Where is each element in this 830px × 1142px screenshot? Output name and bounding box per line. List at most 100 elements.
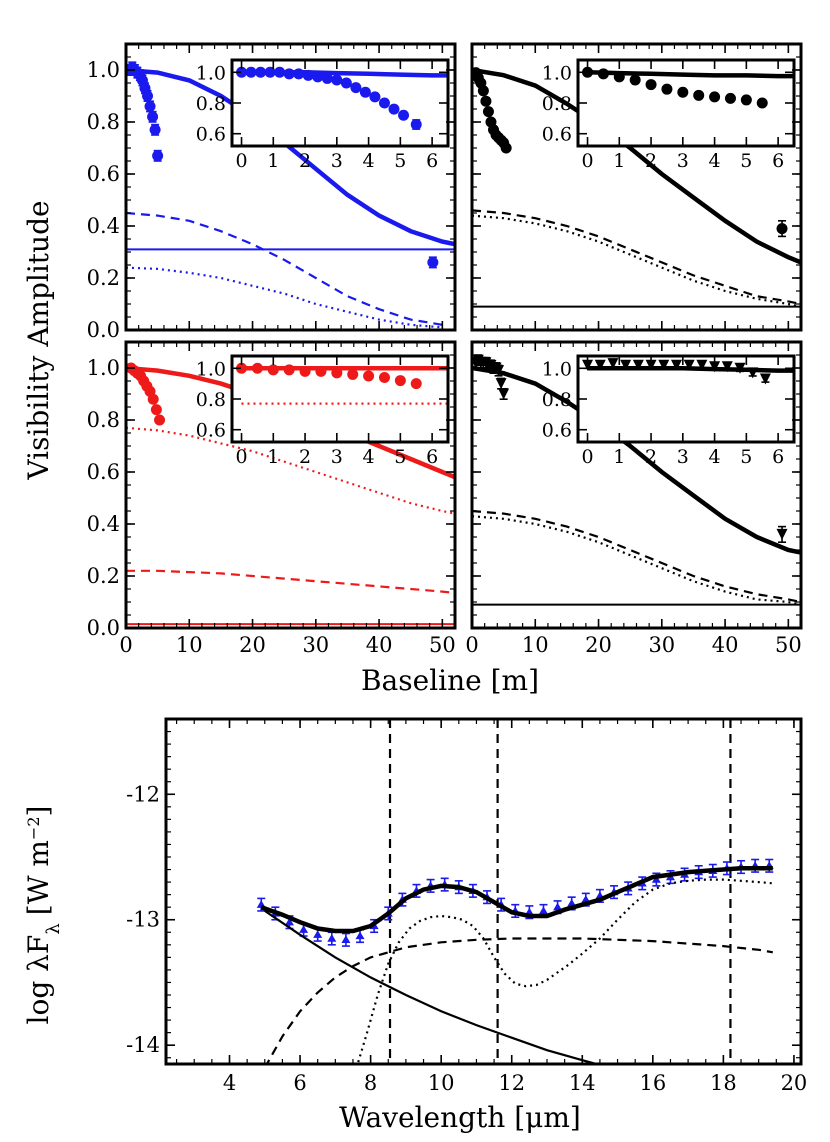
vis-top-right-inset-point	[613, 71, 625, 83]
vis-bottom-left-ytick-label: 0.0	[87, 616, 120, 640]
vis-bottom-left-inset-point	[347, 368, 359, 380]
vis-bottom-right-inset-xtick-label: 5	[740, 446, 752, 468]
vis-bottom-right-inset-ytick-label: 1.0	[542, 358, 572, 380]
vis-bottom-left-inset-xtick-label: 4	[363, 446, 375, 468]
vis-top-right-inset-xtick-label: 4	[709, 150, 721, 172]
vis-top-right-point	[500, 142, 512, 154]
vis-top-right-point	[477, 85, 489, 97]
sed-ylabel-main: log λF	[22, 935, 55, 1025]
vis-bottom-left-dotted-line	[126, 426, 455, 515]
vis-top-left-inset-point	[398, 109, 410, 121]
sed-xtick-label: 12	[498, 1071, 525, 1095]
sed-point	[567, 898, 577, 907]
vis-bottom-right-inset-point	[645, 359, 657, 371]
vis-bottom-left-inset-xtick-label: 6	[426, 446, 438, 468]
vis-top-right-inset-point	[582, 66, 594, 78]
vis-top-left-dashed-line	[126, 211, 443, 326]
vis-bottom-left-xtick-label: 20	[239, 633, 266, 657]
vis-top-right-inset-ytick-label: 0.8	[542, 93, 572, 115]
vis-bottom-right-dashed-line	[472, 509, 801, 604]
vis-top-left-inset-point	[236, 66, 248, 78]
vis-top-left-inset-point	[312, 71, 324, 83]
sed-point	[313, 930, 323, 938]
vis-bottom-right-point	[493, 365, 505, 377]
vis-bottom-left-inset-point	[299, 365, 311, 377]
vis-top-right-inset-point	[709, 91, 721, 103]
vis-bottom-left-xtick-label: 40	[366, 633, 393, 657]
vis-top-left-inset-point	[255, 66, 267, 78]
vis-bottom-right-dotted-line	[472, 515, 801, 606]
vis-top-left-point	[149, 124, 161, 136]
vis-top-left-inset-point	[410, 119, 422, 130]
vis-bottom-left-inset-point	[331, 367, 343, 379]
vis-bottom-right-inset-point	[670, 359, 682, 371]
vis-top-left-inset-xtick-label: 6	[426, 150, 438, 172]
vis-bottom-left: 0 1 2 3 4 5 60.60.81.00 10 20 30 40 500.00.20.40.60…	[87, 340, 457, 657]
sed-stellar-line	[264, 909, 601, 1064]
vis-bottom-right-inset-xtick-label: 6	[772, 446, 784, 468]
vis-top-right-inset-point	[740, 94, 752, 106]
vis-top-right-inset-point	[724, 92, 736, 104]
sed-ytick-label: -14	[126, 1033, 160, 1057]
vis-top-left-inset-xtick-label: 5	[394, 150, 406, 172]
vis-top-right-inset-model-line	[587, 70, 794, 79]
vis-top-left-ytick-label: 0.4	[87, 214, 120, 238]
sed-point	[284, 917, 294, 926]
vis-top-right-point	[480, 95, 492, 107]
sed-ylabel: log λFλ [W m−2]	[22, 806, 64, 1025]
vis-top-right-point	[482, 106, 494, 118]
vis-top-left-inset-ytick-label: 1.0	[196, 62, 226, 84]
vis-top-left-inset-point	[350, 82, 362, 94]
vis-top-right-inset-xtick-label: 2	[645, 150, 657, 172]
sed-ytick-label: -12	[126, 782, 160, 806]
vis-bottom-left-xtick-label: 0	[119, 633, 132, 657]
sed-xtick-label: 4	[223, 1071, 236, 1095]
vis-bottom-right-inset-xtick-label: 1	[613, 446, 625, 468]
vis-bottom-right: 0 1 2 3 4 5 60.60.81.00 10 20 30 40 50	[465, 340, 803, 657]
vis-bottom-left-inset-point	[251, 362, 263, 374]
sed-total-model-line	[260, 866, 773, 934]
vis-bottom-right-inset-point	[658, 359, 670, 371]
vis-top-left-inset-xtick-label: 2	[299, 150, 311, 172]
vis-top-left-inset-point	[331, 74, 343, 86]
vis-top-left-inset-xtick-label: 1	[267, 150, 279, 172]
vis-top-left-ytick-label: 0.8	[87, 110, 120, 134]
vis-bottom-left-inset-point	[410, 378, 422, 390]
vis-bottom-left-point	[154, 414, 166, 426]
vis-top-left-inset-point	[302, 69, 314, 81]
vis-top-right-point	[776, 223, 788, 235]
vis-bottom-right-xtick-label: 10	[522, 633, 549, 657]
vis-bottom-right-inset-point	[709, 361, 721, 373]
vis-bottom-left-inset-ytick-label: 0.6	[196, 420, 226, 442]
sed-ylabel-close: ]	[22, 806, 55, 817]
sed-dashed-component-line	[265, 937, 773, 1064]
panels-group: 0 1 2 3 4 5 60.60.81.00.00.20.40.60.81.00 1 2 3 4 5…	[87, 42, 807, 1095]
vis-bottom-right-inset-point	[620, 359, 632, 371]
vis-bottom-left-inset-xtick-label: 2	[299, 446, 311, 468]
vis-bottom-right-inset-xtick-label: 2	[645, 446, 657, 468]
vis-ylabel: Visibility Amplitude	[22, 200, 55, 480]
vis-bottom-left-point	[147, 393, 159, 405]
vis-bottom-left-xtick-label: 30	[302, 633, 329, 657]
vis-top-left-inset-point	[378, 97, 390, 109]
vis-bottom-left-ytick-label: 0.6	[87, 460, 120, 484]
vis-top-left-point	[427, 256, 439, 268]
vis-bottom-left-point	[150, 404, 162, 416]
vis-bottom-right-point	[498, 388, 510, 400]
vis-bottom-left-inset-xtick-label: 1	[267, 446, 279, 468]
sed-point	[553, 902, 563, 911]
sed-xlabel: Wavelength [μm]	[339, 1101, 581, 1134]
vis-bottom-right-xtick-label: 30	[648, 633, 675, 657]
vis-top-left-ytick-label: 0.0	[87, 318, 120, 342]
sed-xtick-label: 16	[639, 1071, 666, 1095]
vis-bottom-left-inset-point	[378, 372, 390, 383]
vis-bottom-right-point	[776, 528, 788, 540]
vis-top-right-inset-point	[677, 86, 689, 98]
vis-top-left-inset-ytick-label: 0.8	[196, 93, 226, 115]
sed-xtick-label: 14	[569, 1071, 596, 1095]
vis-top-left-inset-xtick-label: 0	[235, 150, 247, 172]
vis-top-right-total-line	[472, 67, 801, 265]
sed-xtick-label: 6	[293, 1071, 306, 1095]
vis-top-right-inset-point	[645, 79, 657, 91]
sed-point	[341, 935, 351, 943]
